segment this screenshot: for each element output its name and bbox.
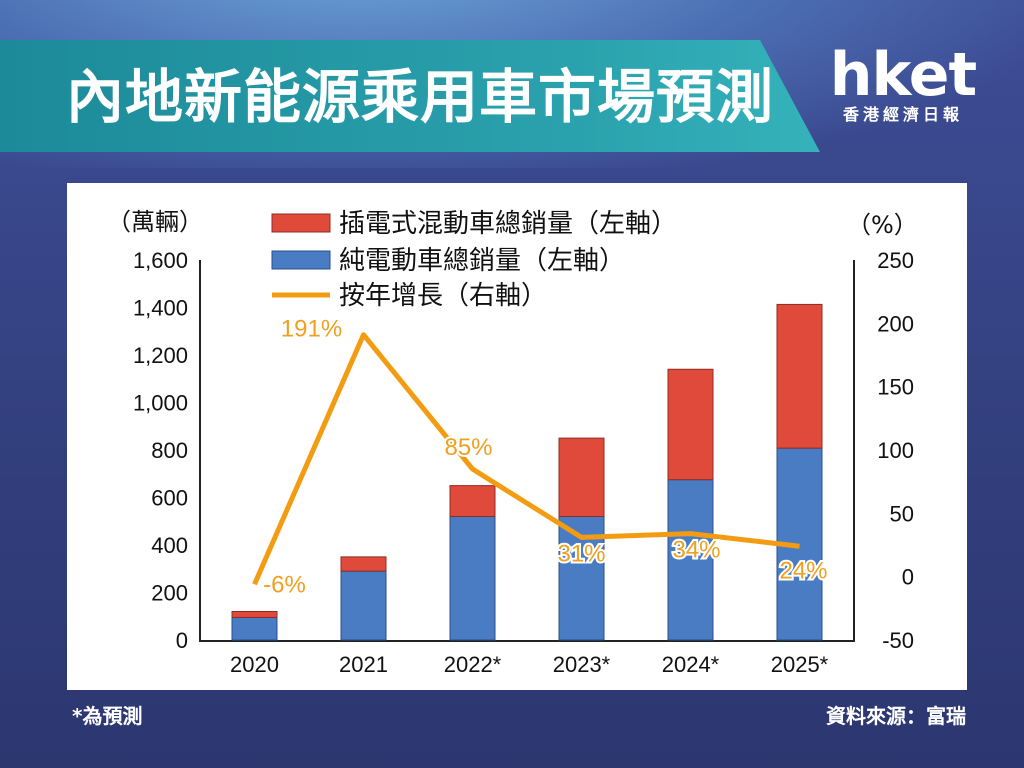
bar-phev	[340, 556, 387, 572]
right-axis-unit: （%）	[847, 211, 918, 239]
growth-label: 34%	[672, 537, 720, 564]
legend-label-phev: 插電式混動車總銷量（左軸）	[339, 209, 677, 239]
left-tick-label: 1,000	[133, 391, 188, 416]
left-tick-label: 800	[151, 438, 188, 463]
x-tick-label: 2021	[339, 652, 388, 677]
right-tick-label: 100	[877, 438, 914, 463]
left-axis-unit: （萬輛）	[107, 208, 203, 236]
source-note: 資料來源：富瑞	[826, 704, 966, 728]
right-tick-label: 200	[877, 311, 914, 336]
chart-svg: 0 200 400 600 800 1,000 1,200 1,400 1,600 -50 0 50 1…	[107, 208, 918, 677]
bar-phev	[667, 368, 714, 481]
legend-label-bev: 純電動車總銷量（左軸）	[339, 246, 625, 276]
x-tick-label: 2024*	[662, 652, 720, 677]
right-tick-label: -50	[882, 628, 914, 653]
bar-bev	[231, 616, 278, 641]
title-bar	[0, 40, 820, 152]
growth-line	[252, 332, 800, 586]
bar-bev	[449, 516, 496, 641]
chart-panel: 0 200 400 600 800 1,000 1,200 1,400 1,600 -50 0 50 1…	[67, 183, 967, 690]
footnote: *為預測	[72, 704, 143, 728]
right-tick-label: 50	[890, 501, 914, 526]
left-tick-label: 1,200	[133, 343, 188, 368]
hket-logo: hket 香港經濟日報	[818, 40, 988, 126]
left-tick-label: 1,600	[133, 248, 188, 273]
bar-phev	[776, 303, 823, 449]
growth-label: -6%	[263, 571, 306, 598]
left-tick-label: 0	[176, 628, 188, 653]
legend-swatch-phev	[271, 213, 331, 233]
growth-label: 191%	[281, 316, 342, 343]
logo-sub-text: 香港經濟日報	[842, 105, 963, 124]
page-title: 內地新能源乘用車市場預測	[66, 63, 775, 131]
right-tick-label: 0	[902, 565, 914, 590]
legend-label-growth: 按年增長（右軸）	[339, 281, 547, 311]
x-tick-label: 2020	[230, 652, 279, 677]
right-tick-label: 150	[877, 375, 914, 400]
x-tick-label: 2025*	[771, 652, 829, 677]
left-tick-label: 200	[151, 581, 188, 606]
left-tick-label: 1,400	[133, 296, 188, 321]
legend-swatch-bev	[271, 250, 331, 270]
growth-label: 85%	[444, 434, 492, 461]
bar-phev	[558, 437, 605, 517]
left-tick-label: 400	[151, 533, 188, 558]
bar-phev	[231, 611, 278, 618]
right-tick-label: 250	[877, 248, 914, 273]
left-tick-label: 600	[151, 486, 188, 511]
bar-bev	[667, 479, 714, 641]
x-tick-label: 2023*	[553, 652, 611, 677]
growth-label: 24%	[779, 557, 827, 584]
growth-label: 31%	[557, 540, 605, 567]
bar-bev	[340, 570, 387, 641]
x-tick-label: 2022*	[444, 652, 502, 677]
bar-phev	[449, 485, 496, 517]
logo-main-text: hket	[829, 40, 977, 110]
